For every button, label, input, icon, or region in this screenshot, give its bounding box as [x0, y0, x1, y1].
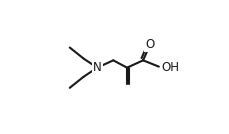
Text: O: O	[145, 38, 154, 51]
Text: OH: OH	[161, 61, 179, 74]
Text: N: N	[93, 61, 101, 74]
